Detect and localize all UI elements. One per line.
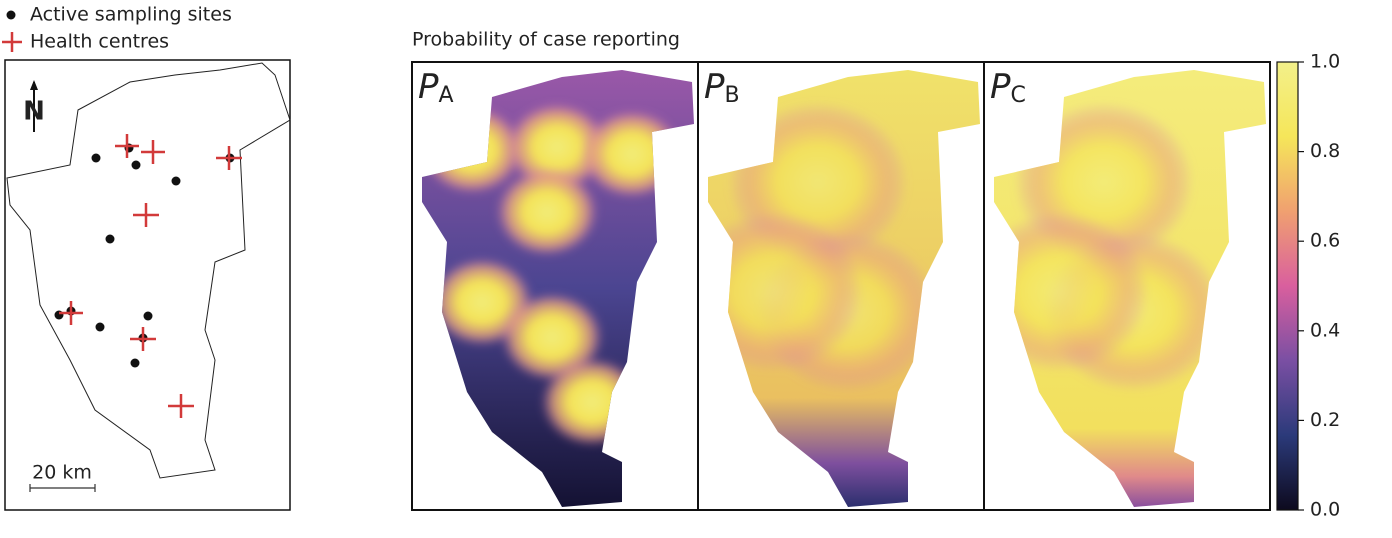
colorbar-tick-label: 0.4: [1310, 319, 1340, 341]
panel-letter: P: [704, 67, 725, 107]
legend-centres: Health centres: [30, 31, 169, 53]
panel-label: PA: [418, 67, 454, 109]
scale-bar: [29, 484, 96, 492]
colorbar-tick-label: 0.0: [1310, 499, 1340, 521]
panel-letter: P: [418, 67, 439, 107]
north-arrow: [30, 80, 38, 132]
health-centres: [59, 134, 242, 418]
panel: PB: [697, 61, 985, 511]
high-probability-area: [540, 357, 644, 447]
colorbar-tick-label: 1.0: [1310, 51, 1340, 73]
panel-label: PC: [990, 67, 1026, 109]
panel: PA: [411, 61, 699, 511]
scale-label: 20 km: [32, 462, 92, 484]
district-outline: [6, 62, 291, 479]
chart-title: Probability of case reporting: [412, 29, 680, 51]
high-probability-area: [708, 212, 863, 372]
sites: [54, 143, 235, 368]
high-probability-area: [580, 109, 684, 199]
centre-symbol: [2, 32, 22, 52]
panel-frame: [983, 61, 1271, 511]
colorbar: [1276, 61, 1299, 511]
panel-sub: B: [725, 83, 740, 108]
high-probability-area: [994, 212, 1149, 372]
map-frame: [4, 59, 291, 511]
site-symbol: [6, 10, 16, 20]
panel: PC: [983, 61, 1271, 511]
panel-letter: P: [990, 67, 1011, 107]
panel-sub: C: [1011, 83, 1026, 108]
colorbar-tick-label: 0.8: [1310, 140, 1340, 162]
high-probability-area: [495, 167, 599, 257]
panel-sub: A: [439, 83, 454, 108]
north-label: N: [23, 97, 45, 127]
colorbar-tick-label: 0.2: [1310, 409, 1340, 431]
colorbar-tick-label: 0.6: [1310, 230, 1340, 252]
legend-sites: Active sampling sites: [30, 4, 232, 26]
panel-label: PB: [704, 67, 740, 109]
